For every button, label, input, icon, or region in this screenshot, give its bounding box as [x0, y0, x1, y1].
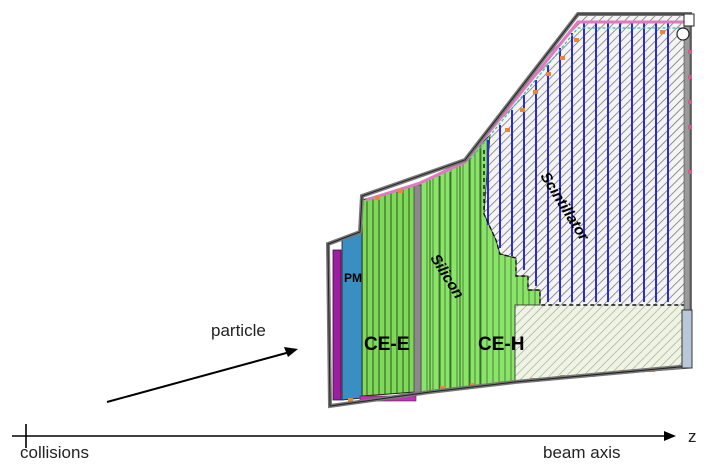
ce-e-ce-h-separator — [413, 184, 422, 396]
pm-region — [341, 231, 363, 401]
slant-service-markers — [375, 30, 665, 200]
pm-magenta-strip — [332, 249, 342, 401]
particle-label: particle — [211, 321, 266, 340]
mixed-layers-region — [515, 305, 690, 382]
silicon-layer-lines — [429, 145, 481, 390]
right-edge-markers — [688, 50, 692, 174]
particle-arrow-head — [284, 347, 298, 357]
beam-axis-label: beam axis — [543, 443, 620, 462]
pm-label: PM — [344, 271, 362, 285]
ce-h-label: CE-H — [478, 334, 524, 355]
ce-e-label: CE-E — [364, 334, 409, 355]
particle-arrow — [106, 351, 291, 403]
scintillator-boundary — [483, 150, 690, 306]
beam-axis-arrow-head — [664, 431, 676, 441]
right-lower-box — [681, 309, 693, 369]
ce-e-region — [361, 184, 416, 397]
scintillator-lines — [487, 22, 669, 302]
top-right-block — [683, 13, 695, 27]
top-edge-teal — [469, 27, 686, 161]
z-axis-label: z — [688, 427, 697, 446]
top-right-circle-icon — [676, 27, 690, 41]
collisions-label: collisions — [20, 443, 89, 462]
